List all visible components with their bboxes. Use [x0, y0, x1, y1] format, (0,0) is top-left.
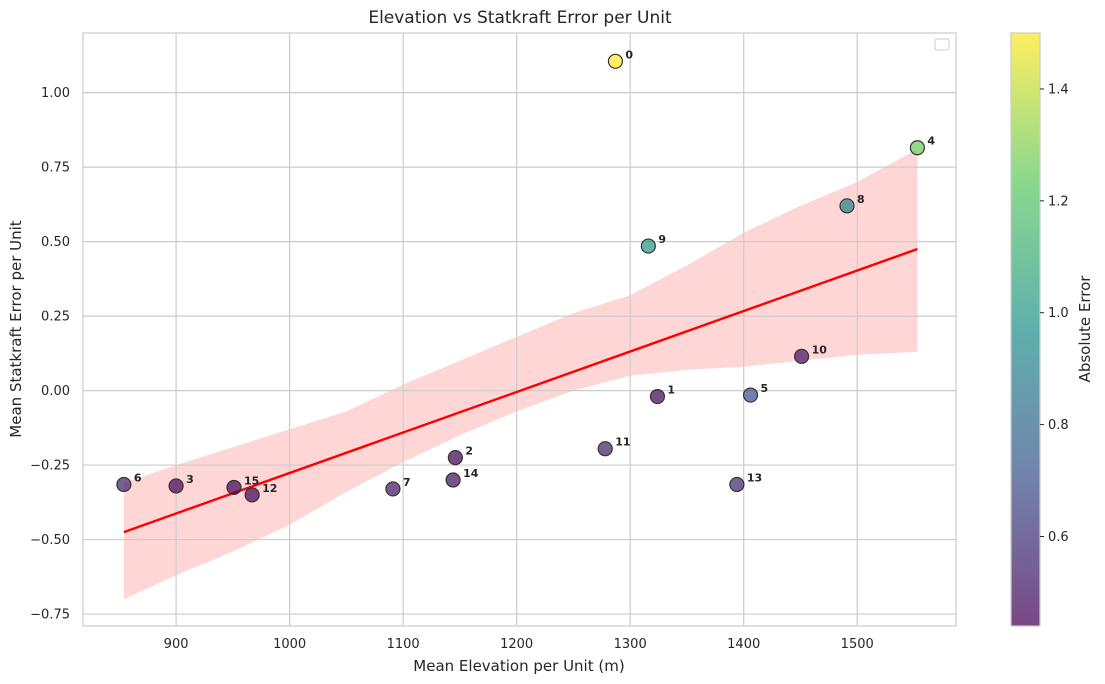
- data-point: [729, 476, 745, 493]
- y-tick-label: 0.25: [41, 310, 70, 325]
- x-tick-label: 900: [164, 637, 189, 652]
- y-tick-label: 0.50: [41, 235, 70, 250]
- point-label: 9: [658, 233, 666, 246]
- data-point: [794, 348, 810, 364]
- point-label: 11: [615, 436, 630, 449]
- data-point: [385, 481, 401, 497]
- plot-frame: [82, 32, 957, 627]
- data-point: [447, 450, 463, 466]
- y-tick-label: −0.75: [30, 608, 70, 623]
- point-label: 4: [927, 135, 935, 148]
- x-tick-label: 1400: [727, 637, 760, 652]
- point-label: 2: [465, 445, 473, 458]
- point-label: 14: [463, 467, 479, 480]
- confidence-band: [123, 149, 918, 600]
- data-point: [649, 388, 666, 405]
- point-label: 6: [134, 471, 142, 484]
- data-point: [909, 140, 926, 156]
- colorbar-gradient: [1011, 33, 1040, 626]
- grid-layer: [83, 33, 956, 626]
- y-tick-label: 0.75: [41, 161, 70, 176]
- colorbar-label: Absolute Error: [1076, 275, 1094, 383]
- x-tick-label: 1100: [387, 637, 420, 652]
- data-point: [607, 53, 624, 69]
- regression-line: [123, 247, 918, 534]
- colorbar-tick-label: 0.8: [1048, 418, 1069, 433]
- x-tick-label: 1000: [273, 637, 306, 652]
- x-tick-label: 1300: [614, 637, 647, 652]
- data-point: [226, 479, 242, 496]
- colorbar-tick-label: 1.0: [1048, 306, 1069, 321]
- legend-box: [934, 38, 950, 51]
- data-point: [244, 487, 260, 503]
- colorbar-frame: [1010, 32, 1041, 627]
- data-point: [839, 198, 855, 214]
- point-label: 7: [403, 476, 411, 489]
- colorbar-tick-label: 0.6: [1048, 530, 1069, 545]
- chart-title: Elevation vs Statkraft Error per Unit: [368, 8, 672, 28]
- data-point: [742, 387, 759, 403]
- point-label: 12: [262, 482, 277, 495]
- data-point: [168, 478, 184, 494]
- tick-labels-layer: 900 1000 1100 1200 1300 1400 1500 −0.75 −0.50 −0.…: [30, 86, 874, 652]
- x-axis-label: Mean Elevation per Unit (m): [413, 657, 624, 675]
- x-tick-label: 1500: [841, 637, 874, 652]
- point-label: 13: [747, 471, 762, 484]
- y-tick-label: 0.00: [41, 384, 70, 399]
- y-tick-label: −0.50: [30, 533, 70, 548]
- point-label: 10: [812, 343, 828, 356]
- y-axis-label: Mean Statkraft Error per Unit: [7, 220, 25, 437]
- point-label: 15: [244, 474, 259, 487]
- point-label: 1: [667, 384, 675, 397]
- point-label: 8: [857, 193, 865, 206]
- data-point: [640, 238, 656, 254]
- point-label: 5: [761, 382, 769, 395]
- confidence-band-layer: [123, 149, 918, 600]
- colorbar-tick-label: 1.2: [1048, 194, 1069, 209]
- point-label: 0: [625, 48, 633, 61]
- data-point: [445, 472, 461, 488]
- y-tick-label: −0.25: [30, 459, 70, 474]
- x-tick-label: 1200: [500, 637, 533, 652]
- colorbar: 0.6 0.8 1.0 1.2 1.4: [1010, 32, 1069, 627]
- regression-layer: [123, 247, 918, 534]
- data-point: [116, 476, 132, 493]
- data-point: [597, 441, 613, 457]
- y-tick-label: 1.00: [41, 86, 70, 101]
- colorbar-tick-label: 1.4: [1048, 82, 1069, 97]
- point-label: 3: [186, 473, 194, 486]
